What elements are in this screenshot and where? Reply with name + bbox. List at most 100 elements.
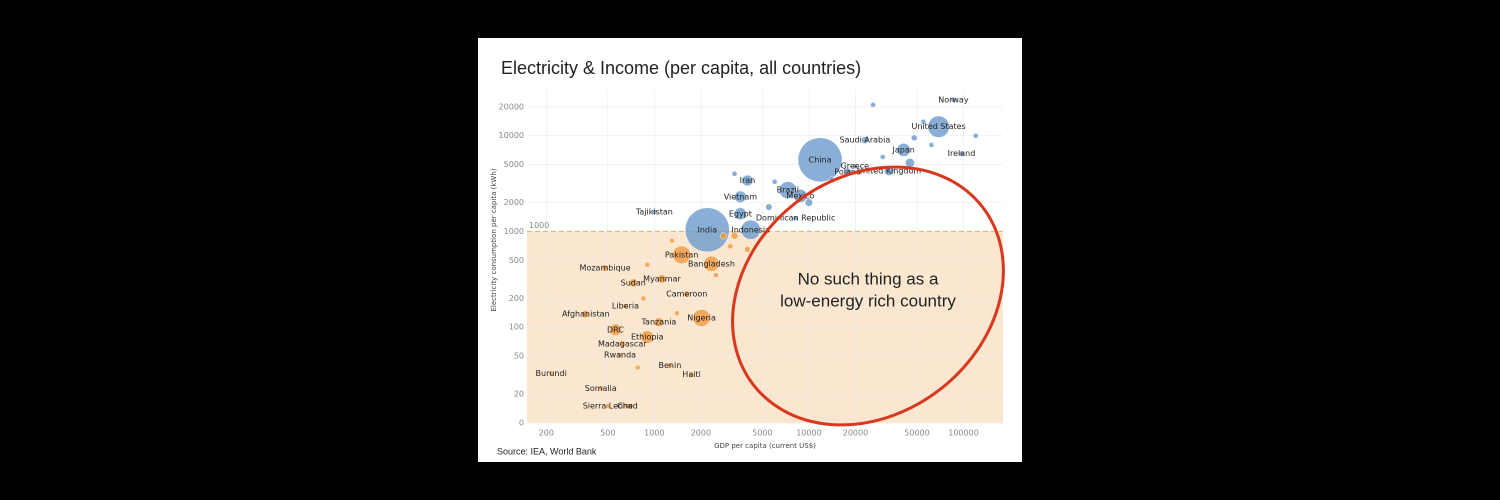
bubble — [548, 370, 554, 377]
bubble — [928, 142, 935, 148]
x-tick-label: 1000 — [644, 429, 664, 438]
bubble — [740, 219, 761, 240]
country-label: Saudi Arabia — [839, 136, 890, 145]
bubble — [920, 118, 927, 125]
bubble — [741, 174, 754, 187]
country-label: Myanmar — [643, 274, 681, 283]
bubble — [896, 143, 911, 157]
y-tick-label: 100 — [509, 323, 524, 332]
threshold-label: 1000 — [529, 221, 549, 230]
bubble — [852, 163, 858, 169]
country-label: Pakistan — [665, 250, 699, 259]
bubble — [727, 243, 734, 250]
y-tick-label: 1000 — [504, 227, 524, 236]
y-axis-label: Electricity consumption per capita (kWh) — [490, 168, 498, 311]
country-label: Tanzania — [640, 318, 676, 327]
bubble — [950, 97, 957, 103]
bubble — [765, 203, 773, 211]
annotation-text: low-energy rich country — [780, 291, 956, 310]
bubble — [870, 102, 876, 108]
x-tick-label: 50000 — [904, 429, 929, 438]
bubble — [674, 310, 680, 316]
x-tick-label: 2000 — [691, 429, 711, 438]
country-label: Mexico — [786, 191, 814, 200]
country-label: Bangladesh — [688, 259, 735, 268]
country-label: Norway — [938, 95, 969, 104]
bubble — [720, 232, 727, 240]
bubble — [617, 352, 623, 358]
y-tick-label: 200 — [509, 294, 524, 303]
x-axis-label: GDP per capita (current US$) — [714, 442, 816, 450]
y-tick-label: 2000 — [504, 198, 524, 207]
bubble — [744, 246, 751, 253]
bubble — [605, 403, 611, 409]
y-tick-label: 5000 — [504, 160, 524, 169]
country-label: Madagascar — [598, 339, 647, 348]
country-label: United Kingdom — [857, 166, 921, 175]
country-label: Liberia — [612, 301, 639, 310]
chart-title: Electricity & Income (per capita, all co… — [501, 58, 861, 78]
country-label: Brazil — [777, 186, 799, 195]
bubble — [651, 209, 658, 215]
bubble — [644, 261, 650, 268]
bubble — [797, 137, 843, 183]
country-label: Poland — [834, 167, 861, 176]
bubble — [581, 310, 590, 319]
country-label: Sierra Leone — [583, 402, 633, 411]
bubble — [609, 323, 622, 336]
country-label: Sudan — [621, 278, 646, 287]
bubble — [731, 171, 738, 177]
source: Source: IEA, World Bank — [497, 446, 597, 456]
country-label: Indonesia — [731, 225, 770, 234]
country-label: Benin — [658, 361, 681, 370]
country-label: Ireland — [948, 149, 976, 158]
x-tick-label: 200 — [539, 429, 554, 438]
bubble — [672, 245, 691, 264]
bubble — [703, 255, 720, 272]
bubble — [958, 150, 965, 157]
country-label: Haiti — [682, 370, 701, 379]
country-label: Ethiopia — [631, 333, 664, 342]
x-tick-label: 100000 — [948, 429, 979, 438]
plot-area: 200 500 1000 2000 5000 10000 20000 50000 100000 0… — [499, 90, 1003, 438]
country-label: Afghanistan — [562, 310, 610, 319]
bubble — [792, 215, 799, 221]
country-label: Tajikistan — [635, 207, 673, 216]
country-label: Mozambique — [580, 264, 631, 273]
country-label: Rwanda — [604, 351, 636, 360]
bubble — [973, 132, 979, 139]
country-label: Burundi — [536, 369, 567, 378]
country-label: India — [697, 225, 717, 234]
bubble — [713, 272, 719, 278]
bubble — [734, 190, 747, 203]
bubble — [654, 317, 664, 327]
annotation-text: No such thing as a — [798, 269, 939, 288]
bubble — [683, 290, 691, 298]
bubble — [634, 364, 641, 371]
y-tick-label: 20 — [514, 390, 524, 399]
country-label: Dominican Republic — [756, 214, 835, 223]
bubble — [861, 136, 869, 144]
country-label: Somalia — [585, 384, 617, 393]
bubble — [640, 330, 654, 344]
country-label: DRC — [607, 325, 624, 334]
y-tick-label: 50 — [514, 352, 524, 361]
bubble — [629, 278, 638, 288]
x-tick-label: 10000 — [796, 429, 821, 438]
country-label: Nigeria — [687, 313, 716, 322]
x-tick-label: 20000 — [843, 429, 868, 438]
country-label: United States — [912, 122, 966, 131]
country-label: China — [809, 155, 832, 164]
bubble — [618, 340, 626, 348]
bubble — [657, 274, 667, 284]
y-tick-label: 500 — [509, 256, 524, 265]
y-tick-label: 10000 — [499, 131, 524, 140]
country-label: Iran — [740, 176, 756, 185]
bubble — [640, 295, 647, 302]
x-tick-label: 5000 — [752, 429, 772, 438]
bubble — [771, 179, 778, 185]
bubble — [927, 115, 950, 138]
